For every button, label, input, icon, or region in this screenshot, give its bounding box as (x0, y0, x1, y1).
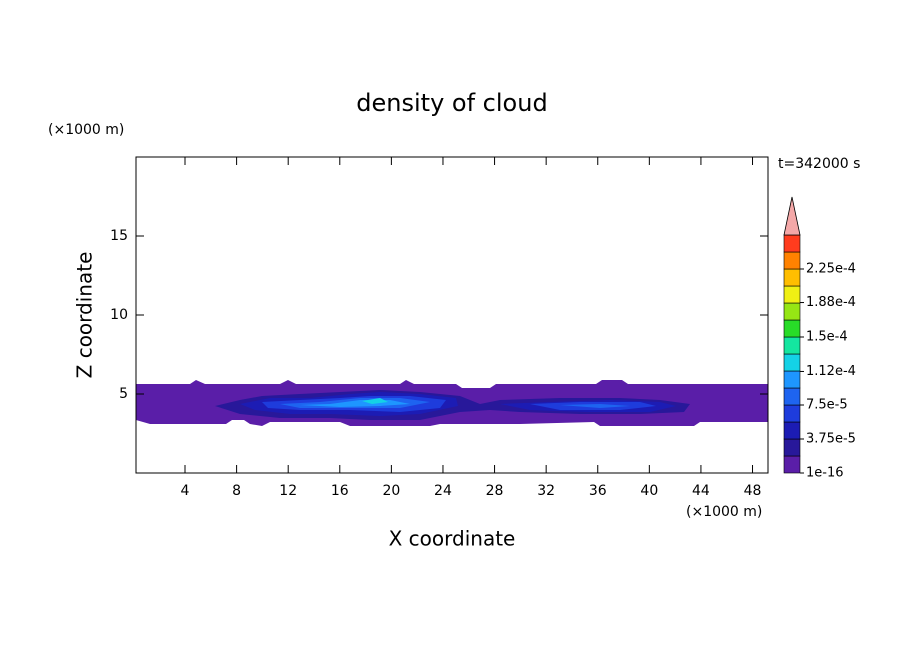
colorbar-extend (783, 196, 801, 236)
colorbar-band (783, 421, 801, 440)
x-tick-label: 20 (382, 483, 400, 499)
y-tick-label: 10 (110, 307, 128, 323)
x-tick-label: 28 (486, 483, 504, 499)
colorbar-band (783, 404, 801, 423)
x-tick-label: 36 (589, 483, 607, 499)
x-tick-label: 48 (744, 483, 762, 499)
colorbar-band (783, 353, 801, 372)
colorbar-tick-label: 2.25e-4 (806, 262, 856, 277)
colorbar-tick-label: 7.5e-5 (806, 398, 848, 413)
chart-title: density of cloud (356, 89, 547, 117)
colorbar-band (783, 438, 801, 457)
colorbar-tick-label: 1.88e-4 (806, 295, 856, 310)
x-unit: (×1000 m) (686, 504, 762, 520)
contour-region (362, 398, 388, 404)
colorbar-band (783, 268, 801, 287)
x-tick-label: 8 (232, 483, 241, 499)
colorbar-band (783, 387, 801, 406)
x-tick-label: 4 (181, 483, 190, 499)
colorbar-tick-label: 3.75e-5 (806, 432, 856, 447)
colorbar-band (783, 336, 801, 355)
colorbar-band (783, 319, 801, 338)
x-tick-label: 12 (279, 483, 297, 499)
y-axis-label: Z coordinate (73, 252, 97, 379)
x-tick-label: 16 (331, 483, 349, 499)
colorbar-tick-label: 1.12e-4 (806, 364, 856, 379)
x-tick-label: 44 (692, 483, 710, 499)
colorbar-band (783, 251, 801, 270)
y-tick-label: 5 (119, 386, 128, 402)
x-axis-label: X coordinate (389, 527, 516, 551)
colorbar-band (783, 302, 801, 321)
x-tick-label: 32 (537, 483, 555, 499)
colorbar-band (783, 455, 801, 474)
y-tick-label: 15 (110, 228, 128, 244)
time-label: t=342000 s (778, 156, 860, 172)
x-tick-label: 24 (434, 483, 452, 499)
colorbar-band (783, 285, 801, 304)
colorbar-tick-label: 1.5e-4 (806, 330, 848, 345)
x-tick-label: 40 (640, 483, 658, 499)
colorbar-tick-label: 1e-16 (806, 466, 844, 481)
colorbar-band (783, 234, 801, 253)
y-unit: (×1000 m) (48, 122, 124, 138)
contour-field (136, 380, 768, 426)
colorbar-band (783, 370, 801, 389)
